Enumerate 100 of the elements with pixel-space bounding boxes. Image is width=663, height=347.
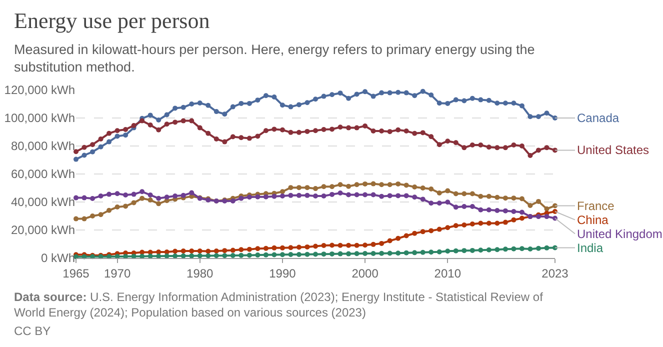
point [123, 126, 128, 132]
point [445, 100, 450, 106]
point [362, 89, 368, 94]
point [428, 186, 434, 192]
point [445, 225, 450, 230]
point [330, 242, 335, 248]
source-note: Data source: U.S. Energy Information Administration (2023); Energy Institute - Statistical Review of World Energy (2024); Population based on various sources (2023) [14, 290, 544, 320]
point [412, 250, 418, 256]
point [313, 244, 318, 249]
point [338, 124, 343, 130]
point [412, 230, 418, 236]
point [404, 128, 409, 134]
point [445, 138, 450, 144]
point [238, 196, 244, 201]
point [246, 194, 252, 200]
point [470, 248, 475, 253]
point [214, 109, 219, 114]
point [280, 189, 285, 194]
point [280, 102, 285, 108]
point [114, 134, 120, 139]
point [330, 192, 335, 197]
point [263, 252, 268, 258]
point [453, 140, 458, 146]
point [528, 114, 533, 120]
point [486, 144, 492, 150]
point [114, 128, 120, 134]
point [436, 142, 442, 148]
point [189, 248, 194, 254]
point [296, 130, 302, 135]
x-tick-label: 2000 [352, 266, 379, 280]
point [396, 127, 401, 132]
point [511, 142, 516, 148]
point [478, 194, 484, 199]
point [330, 92, 335, 98]
point [436, 249, 442, 254]
point [387, 182, 392, 188]
point [396, 90, 401, 95]
chart-subtitle: Measured in kilowatt-hours per person. Here, energy refers to primary energy using the substitution method. [14, 42, 535, 75]
point [404, 250, 409, 256]
series-label: France [577, 199, 615, 213]
point [288, 104, 294, 110]
point [494, 145, 500, 150]
series-label: China [577, 213, 609, 227]
point [478, 248, 484, 253]
point [519, 210, 524, 215]
point [445, 188, 450, 194]
point [544, 245, 550, 250]
point [313, 193, 318, 198]
point [313, 96, 318, 102]
point [106, 208, 112, 213]
point [255, 246, 260, 252]
point [462, 98, 467, 104]
point [404, 193, 409, 198]
point [74, 156, 78, 162]
point [321, 184, 326, 190]
point [494, 194, 500, 200]
point [206, 130, 211, 136]
point [387, 238, 392, 244]
point [330, 184, 335, 190]
point [272, 252, 277, 258]
point [189, 118, 194, 124]
point [544, 145, 550, 150]
point [140, 189, 145, 194]
point [346, 242, 352, 248]
point [404, 182, 409, 188]
point [494, 220, 500, 226]
point [470, 191, 475, 196]
point [230, 104, 236, 110]
y-tick-label: 60,000 kWh [10, 167, 75, 182]
point [180, 104, 186, 110]
point [379, 194, 384, 199]
point [396, 181, 401, 186]
series-label: United Kingdom [577, 227, 662, 241]
point [544, 206, 550, 212]
y-tick-label: 80,000 kWh [10, 139, 75, 154]
point [519, 103, 524, 108]
point [272, 94, 277, 100]
point [164, 112, 170, 118]
point [354, 242, 360, 248]
point [502, 208, 508, 214]
point [156, 117, 162, 122]
point [370, 251, 376, 256]
point [280, 245, 285, 250]
point [519, 216, 524, 221]
point [470, 96, 475, 101]
point [172, 193, 178, 198]
point [263, 194, 268, 200]
point [453, 204, 458, 210]
point [362, 242, 368, 248]
point [346, 192, 352, 198]
point [528, 153, 533, 158]
point [246, 100, 252, 106]
point [511, 100, 516, 106]
point [304, 128, 310, 134]
point [370, 181, 376, 186]
point [379, 250, 384, 256]
point [172, 120, 178, 125]
point [462, 191, 467, 196]
point [255, 98, 260, 103]
y-tick-label: 100,000 kWh [4, 111, 75, 126]
